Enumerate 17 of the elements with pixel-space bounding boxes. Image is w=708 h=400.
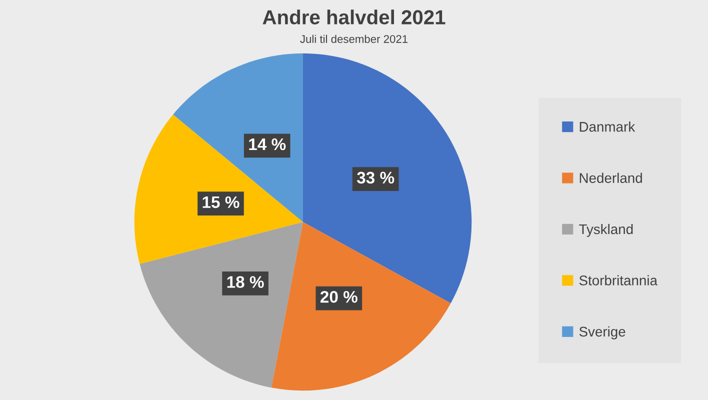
pie-slice [303, 53, 472, 304]
pie-slice [140, 222, 303, 388]
data-label: 15 % [202, 196, 240, 208]
legend-label: Storbritannia [579, 275, 658, 286]
legend-label: Nederland [580, 172, 642, 183]
pie-slice [173, 53, 303, 222]
pie-slice [271, 222, 451, 391]
pie-slice [134, 114, 303, 264]
legend-label: Sverige [579, 326, 626, 340]
chart-title: Andre halvdel 2021 [262, 10, 446, 24]
data-label: 18 % [227, 276, 264, 288]
data-label: 33 % [356, 172, 394, 184]
data-label: 20 % [320, 290, 358, 303]
data-label: 14 % [249, 138, 286, 150]
legend-label: Tyskland [579, 224, 633, 237]
chart-subtitle: Juli til desember 2021 [300, 34, 408, 43]
legend-label: Danmark [580, 122, 636, 132]
